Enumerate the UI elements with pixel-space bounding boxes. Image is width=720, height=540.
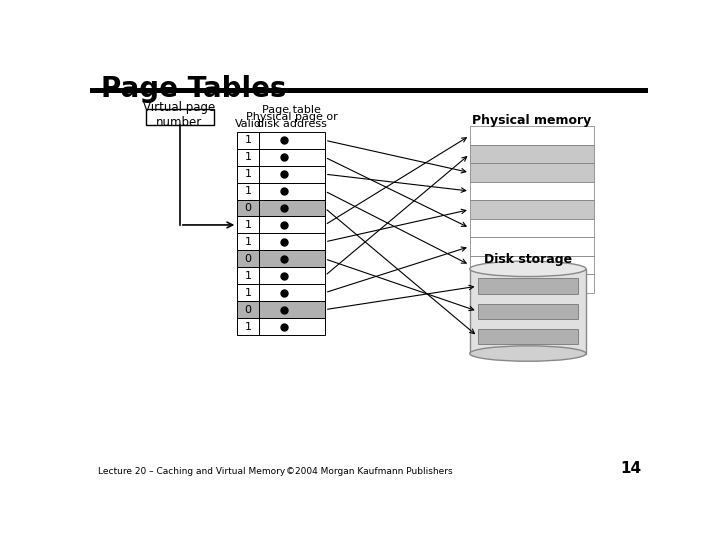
Text: Page table: Page table — [263, 105, 321, 115]
Text: Disk storage: Disk storage — [484, 253, 572, 266]
Text: 0: 0 — [245, 203, 251, 213]
Text: Page Tables: Page Tables — [101, 75, 287, 103]
Text: 1: 1 — [245, 152, 251, 162]
Text: Virtual page
number: Virtual page number — [143, 101, 215, 129]
Bar — [238, 301, 325, 318]
Bar — [238, 200, 325, 217]
Bar — [477, 303, 578, 319]
Text: Physical page or: Physical page or — [246, 112, 338, 122]
Text: 0: 0 — [245, 254, 251, 264]
Text: 1: 1 — [245, 220, 251, 230]
Bar — [238, 132, 325, 148]
Bar — [90, 88, 648, 93]
Bar — [238, 318, 325, 335]
Bar — [469, 200, 594, 219]
Text: 1: 1 — [245, 237, 251, 247]
Bar — [469, 269, 586, 354]
Bar — [238, 148, 325, 166]
Bar — [145, 110, 214, 125]
Bar — [238, 217, 325, 233]
Text: 1: 1 — [245, 169, 251, 179]
Bar — [469, 237, 594, 256]
Bar — [238, 183, 325, 200]
Text: 14: 14 — [621, 461, 642, 476]
Text: ©2004 Morgan Kaufmann Publishers: ©2004 Morgan Kaufmann Publishers — [286, 467, 452, 476]
Ellipse shape — [469, 261, 586, 276]
Text: Valid: Valid — [235, 119, 261, 130]
Bar — [469, 164, 594, 182]
Text: 1: 1 — [245, 288, 251, 298]
Bar — [477, 279, 578, 294]
Ellipse shape — [469, 346, 586, 361]
Bar — [238, 267, 325, 284]
Text: 1: 1 — [245, 186, 251, 196]
Bar — [238, 233, 325, 251]
Text: 1: 1 — [245, 322, 251, 332]
Bar — [469, 126, 594, 145]
Bar — [469, 182, 594, 200]
Bar — [469, 219, 594, 237]
Text: 1: 1 — [245, 271, 251, 281]
Bar — [238, 166, 325, 183]
Text: 1: 1 — [245, 135, 251, 145]
Bar — [477, 328, 578, 344]
Bar — [469, 256, 594, 274]
Bar — [238, 284, 325, 301]
Bar — [238, 251, 325, 267]
Text: disk address: disk address — [257, 119, 327, 130]
Text: Physical memory: Physical memory — [472, 114, 591, 127]
Bar — [469, 145, 594, 164]
Text: Lecture 20 – Caching and Virtual Memory: Lecture 20 – Caching and Virtual Memory — [98, 467, 285, 476]
Bar — [469, 274, 594, 293]
Text: 0: 0 — [245, 305, 251, 315]
